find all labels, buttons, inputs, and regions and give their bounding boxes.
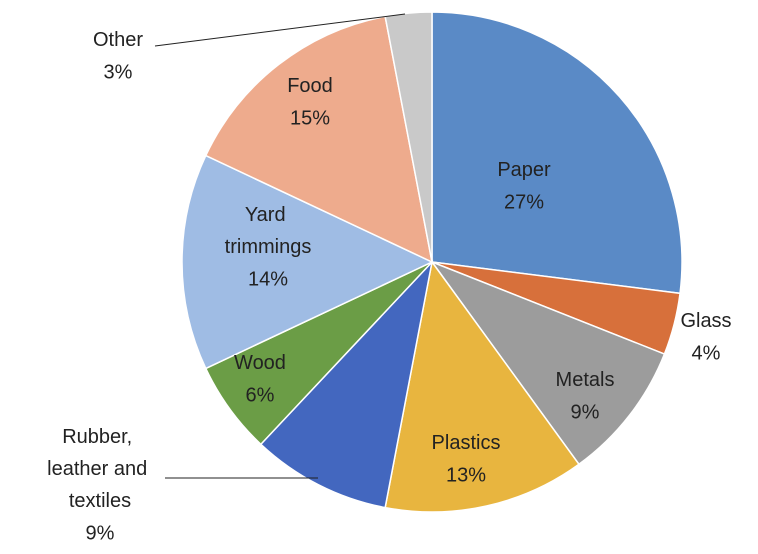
slice-label: Paper — [497, 159, 551, 181]
label-line: Other — [93, 29, 143, 51]
slice-label: Food — [287, 75, 333, 97]
label-line: trimmings — [225, 236, 312, 258]
label-line: Food — [287, 75, 333, 97]
label-line: Plastics — [432, 432, 501, 454]
slice-label: Yard trimmings — [225, 204, 312, 258]
slice-label: Metals — [556, 369, 615, 391]
leader-line — [154, 13, 406, 47]
slice-label: Glass — [680, 310, 731, 332]
value-label: 4% — [692, 342, 721, 364]
label-line: leather and — [47, 458, 153, 480]
label-line: Wood — [234, 352, 286, 374]
slice-label: Other — [93, 29, 143, 51]
value-label: 27% — [504, 191, 544, 213]
slice-label: Plastics — [432, 432, 501, 454]
label-line: textiles — [69, 490, 131, 512]
slice-label: Rubber, leather and textiles — [47, 426, 153, 512]
label-line: Paper — [497, 159, 551, 181]
pie-slice — [431, 11, 683, 295]
value-label: 9% — [86, 522, 115, 544]
label-line: Metals — [556, 369, 615, 391]
pie-slice — [429, 260, 666, 466]
pie-slice — [384, 260, 580, 513]
value-label: 14% — [248, 268, 288, 290]
value-label: 13% — [446, 464, 486, 486]
value-label: 6% — [246, 384, 275, 406]
label-line: Glass — [680, 310, 731, 332]
value-label: 15% — [290, 107, 330, 129]
value-label: 3% — [104, 61, 133, 83]
label-line: Yard — [245, 204, 291, 226]
slice-label: Wood — [234, 352, 286, 374]
pie-slice — [181, 154, 434, 370]
value-label: 9% — [571, 401, 600, 423]
label-line: Rubber, — [62, 426, 138, 448]
pie-slice — [204, 15, 434, 264]
pie-slice — [259, 259, 434, 509]
